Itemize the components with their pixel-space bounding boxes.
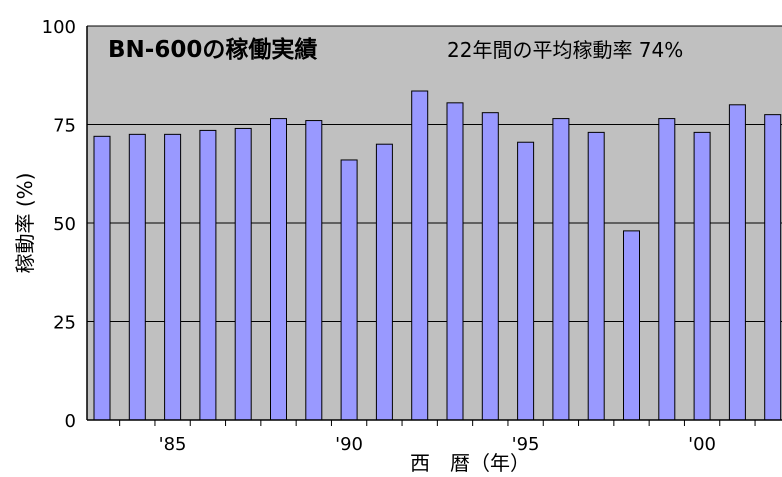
bar-1985 xyxy=(164,133,182,421)
bar-1988 xyxy=(270,118,287,421)
bar-1995 xyxy=(517,141,535,421)
y-axis-ticks: 0 25 50 75 100 xyxy=(42,17,76,432)
x-axis-ticks: '85 '90 '95 '00 xyxy=(119,420,756,455)
bar-1997 xyxy=(587,131,605,421)
y-tick-label: 50 xyxy=(53,214,76,235)
bar-1990 xyxy=(340,159,358,421)
x-tick-label: '00 xyxy=(688,434,716,455)
bar-1994 xyxy=(481,112,499,421)
bar-2001 xyxy=(728,104,746,421)
bar-1999 xyxy=(658,118,676,421)
bar-1993 xyxy=(446,102,464,421)
bar-1986 xyxy=(199,129,217,421)
y-tick-label: 25 xyxy=(53,313,76,334)
bars xyxy=(93,90,782,421)
x-tick-label: '90 xyxy=(335,434,363,455)
y-tick-label: 0 xyxy=(65,411,76,432)
x-tick-label: '95 xyxy=(512,434,540,455)
bar-1992 xyxy=(411,90,429,421)
x-tick-label: '85 xyxy=(159,434,187,455)
bar-1991 xyxy=(375,143,393,421)
y-tick-label: 75 xyxy=(53,116,76,137)
chart-subtitle: 22年間の平均稼動率 74% xyxy=(447,38,683,62)
bar-1984 xyxy=(128,133,146,421)
x-axis-title: 西 暦（年） xyxy=(410,451,530,475)
bar-1989 xyxy=(305,120,323,421)
bar-1983 xyxy=(93,135,111,421)
bar-2002 xyxy=(764,114,782,421)
bar-2000 xyxy=(693,131,711,421)
bar-1987 xyxy=(234,127,252,421)
y-axis-title: 稼動率 (%) xyxy=(13,173,37,274)
bar-1996 xyxy=(552,118,570,421)
y-tick-label: 100 xyxy=(42,17,76,38)
bar-1998 xyxy=(623,230,640,421)
chart-title: BN-600の稼働実績 xyxy=(108,36,317,63)
